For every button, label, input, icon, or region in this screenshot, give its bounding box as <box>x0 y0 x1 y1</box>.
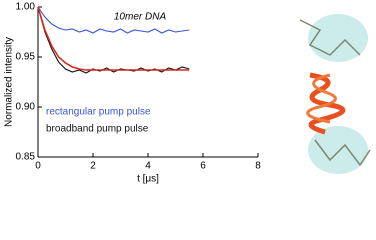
x-tick-label: 2 <box>90 161 96 172</box>
x-tick-label: 8 <box>255 161 261 172</box>
x-tick-label: 0 <box>35 161 41 172</box>
legend-label: broadband pump pulse <box>46 124 149 135</box>
chart: 10mer DNA t [μs] Normalized intensity 0.… <box>4 2 371 185</box>
chart-title: 10mer DNA <box>114 12 167 23</box>
series-line <box>37 6 190 71</box>
y-axis-label: Normalized intensity <box>4 37 15 127</box>
y-tick-label: 0.90 <box>16 102 36 113</box>
legend-label: rectangular pump pulse <box>46 107 151 118</box>
x-tick-label: 6 <box>200 161 206 172</box>
series-line <box>37 6 190 34</box>
y-tick-label: 0.95 <box>16 52 36 63</box>
x-axis-label: t [μs] <box>137 174 159 185</box>
y-tick-label: 0.85 <box>16 152 36 163</box>
molecule-illustration <box>299 14 371 174</box>
x-tick-label: 4 <box>145 161 151 172</box>
y-tick-label: 1.00 <box>16 2 36 13</box>
